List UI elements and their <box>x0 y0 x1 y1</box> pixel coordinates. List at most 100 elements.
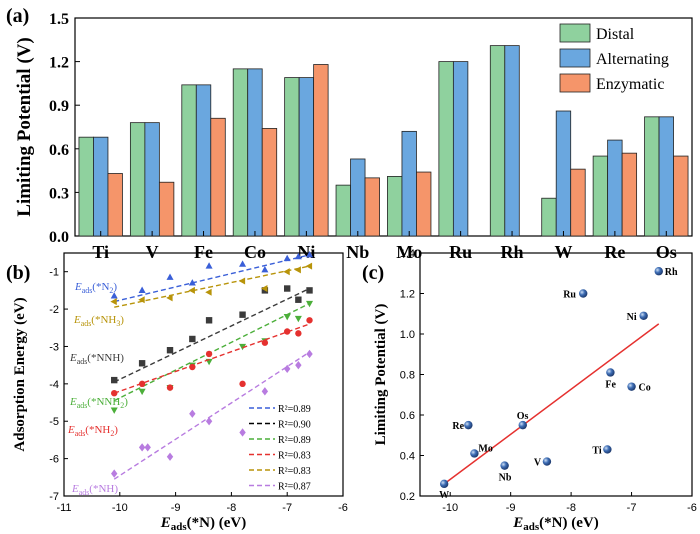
legend-label-distal: Distal <box>596 26 635 43</box>
data-point <box>306 287 313 294</box>
panel-a-xtick-label: W <box>554 242 572 262</box>
data-point <box>205 262 213 269</box>
panel-a-xtick-label: Mo <box>396 242 422 262</box>
panel-a-xtick-label: V <box>146 242 159 262</box>
panel-b-label: (b) <box>6 262 30 284</box>
data-point <box>110 292 118 299</box>
point-label-co: Co <box>639 383 651 394</box>
panel-b-xtick-label: -7 <box>282 502 292 514</box>
bar-alternating-ni <box>298 77 315 237</box>
panel-b-ylabel: Adsorption Energy (eV) <box>12 297 28 451</box>
point-mo <box>470 449 479 458</box>
data-point <box>295 330 302 337</box>
panel-a-label: (a) <box>6 5 29 27</box>
data-point <box>188 286 195 294</box>
data-point <box>138 360 146 367</box>
data-point <box>283 313 291 321</box>
panel-a-bars <box>78 45 689 237</box>
bar-distal-re <box>592 155 609 237</box>
bar-enzymatic-mo <box>416 171 432 237</box>
point-co <box>627 382 636 391</box>
bar-distal-co <box>232 68 249 237</box>
data-point <box>306 317 313 324</box>
bar-distal-w <box>541 197 557 237</box>
legend-label-enzymatic: Enzymatic <box>596 76 664 93</box>
data-point <box>166 273 174 280</box>
data-point <box>294 266 301 274</box>
bar-enzymatic-nb <box>364 177 380 237</box>
panel-a-ytick-label: 1.5 <box>49 11 69 28</box>
panel-c-xtick-label: -10 <box>442 502 458 514</box>
point-label-ru: Ru <box>563 290 576 301</box>
legend-label-alternating: Alternating <box>596 51 669 68</box>
data-point <box>261 387 269 396</box>
panel-a-ytick-label: 1.2 <box>49 55 69 72</box>
data-point <box>138 380 146 388</box>
bar-enzymatic-v <box>158 181 175 237</box>
legend-r2-label: R²=0.89 <box>278 435 311 446</box>
data-point <box>205 288 212 296</box>
point-label-v: V <box>534 458 542 469</box>
data-point <box>306 349 313 359</box>
panel-b-ytick-label: -3 <box>49 341 59 353</box>
data-point <box>110 298 117 306</box>
bar-distal-fe <box>181 84 197 237</box>
data-point <box>284 328 291 335</box>
point-rh <box>654 267 663 276</box>
legend-r2-label: R²=0.89 <box>278 404 311 415</box>
panel-b-xtick-label: -10 <box>112 502 128 514</box>
point-ru <box>579 289 588 298</box>
point-label-fe: Fe <box>605 379 616 390</box>
data-point <box>305 262 313 270</box>
panel-c-label: (c) <box>362 262 384 284</box>
data-point <box>166 452 174 461</box>
panel-c-ytick-label: 0.8 <box>400 370 415 382</box>
panel-c-xlabel: Eads(*N) (eV) <box>512 515 598 533</box>
panel-c-ylabel: Limiting Potential (V) <box>373 304 389 446</box>
bar-alternating-os <box>658 116 674 237</box>
legend-swatch-distal <box>559 23 591 43</box>
bar-alternating-w <box>555 110 572 237</box>
point-nb <box>500 461 509 470</box>
legend-swatch-alternating <box>559 48 591 68</box>
panel-b-ytick-label: -6 <box>49 454 59 466</box>
point-ni <box>639 311 648 320</box>
series-nh <box>111 349 313 480</box>
panel-a-ylabel: Limiting Potential (V) <box>14 37 35 216</box>
data-point <box>138 443 146 452</box>
data-point <box>189 409 196 418</box>
fit-line <box>114 265 310 308</box>
data-point <box>188 279 196 286</box>
panel-a-xtick-label: Re <box>604 242 625 262</box>
bar-distal-nb <box>335 184 351 237</box>
data-point <box>295 360 302 370</box>
legend-r2-label: R²=0.83 <box>278 451 311 462</box>
panel-b-xtick-label: -11 <box>56 502 71 514</box>
bar-alternating-v <box>144 122 160 237</box>
point-fe <box>606 368 615 377</box>
series-nnh <box>111 285 313 384</box>
data-point <box>138 388 146 396</box>
bar-enzymatic-fe <box>210 117 226 237</box>
bar-alternating-mo <box>401 130 417 237</box>
data-point <box>306 251 314 258</box>
data-point <box>294 252 302 260</box>
label-nh: Eads(*NH) <box>71 483 118 497</box>
point-ti <box>603 445 612 454</box>
data-point <box>283 268 290 276</box>
data-point <box>295 296 302 303</box>
panel-a-legend: Distal Alternating Enzymatic <box>559 23 669 93</box>
fit-line <box>113 323 310 394</box>
data-point <box>166 384 174 391</box>
data-point <box>239 311 246 318</box>
data-point <box>261 265 269 273</box>
panel-b-xtick-label: -9 <box>171 502 181 514</box>
bar-distal-mo <box>387 176 403 237</box>
label-nh2: Eads(*NH2) <box>67 424 118 438</box>
data-point <box>205 417 213 426</box>
point-label-mo: Mo <box>478 443 492 454</box>
fit-line <box>113 287 310 383</box>
label-nh3: Eads(*NH3) <box>73 314 124 328</box>
panel-c-xtick-label: -9 <box>506 502 516 514</box>
